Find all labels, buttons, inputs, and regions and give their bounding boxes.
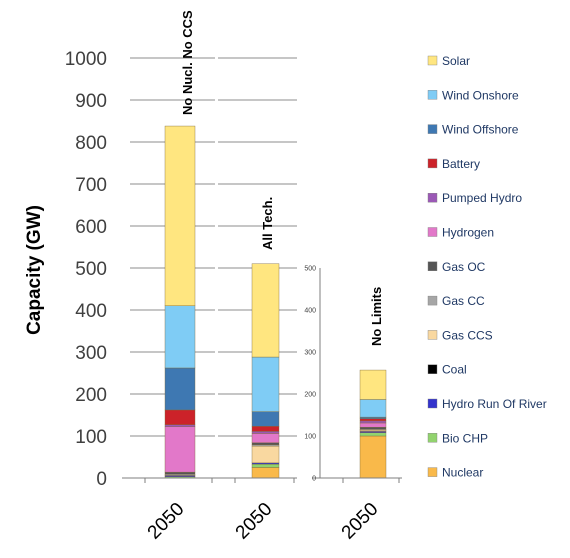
legend-swatch — [427, 192, 438, 203]
y-tick-label: 200 — [304, 392, 316, 399]
legend-label: Battery — [442, 157, 480, 171]
legend-swatch — [427, 433, 438, 443]
y-tick-label: 400 — [304, 308, 316, 315]
legend-label: Wind Offshore — [442, 123, 519, 137]
x-category-label: 2050 — [232, 499, 277, 544]
y-tick-label: 100 — [75, 427, 107, 448]
y-tick-label: 300 — [304, 350, 316, 357]
y-tick-label: 400 — [75, 301, 107, 322]
y-tick-label: 800 — [75, 133, 107, 154]
legend-label: Gas OC — [442, 260, 486, 274]
legend-swatch — [427, 227, 438, 237]
bar-segment-hydrogen — [359, 422, 387, 428]
bar-segment-pumped-hydro — [164, 424, 196, 427]
bar-segment-battery — [359, 418, 387, 422]
bar-segment-wind-onshore — [164, 305, 196, 369]
legend-swatch — [427, 330, 438, 340]
y-tick-label: 0 — [96, 469, 107, 490]
legend-label: Hydrogen — [442, 226, 494, 240]
y-tick-label: 0 — [312, 476, 316, 483]
legend-label: Wind Onshore — [442, 88, 519, 102]
y-tick-label: 100 — [304, 434, 316, 441]
legend-label: Hydro Run Of River — [442, 397, 547, 411]
y-tick-label: 700 — [75, 175, 107, 196]
bar-segment-battery — [251, 426, 280, 432]
y-tick-label: 1000 — [65, 49, 107, 70]
bar-segment-battery — [164, 409, 196, 425]
scenario-label: No Nucl. No CCS — [180, 10, 195, 115]
legend-label: Pumped Hydro — [442, 191, 522, 205]
bar-segment-wind-offshore — [251, 411, 280, 427]
bar-segment-gas-oc — [251, 442, 280, 446]
y-tick-label: 300 — [75, 343, 107, 364]
y-axis-title: Capacity (GW) — [24, 205, 45, 335]
legend-swatch — [427, 295, 438, 306]
legend: Solar Wind Onshore Wind Offshore Battery Pum… — [427, 54, 547, 480]
bar-segment-wind-offshore — [164, 367, 196, 411]
bar-segment-bio-chp — [359, 432, 387, 437]
bar-segment-bio-chp — [251, 463, 280, 468]
bar-segment-gas-ccs — [251, 445, 280, 464]
legend-swatch — [427, 158, 438, 169]
y-tick-label: 200 — [75, 385, 107, 406]
legend-swatch — [427, 364, 438, 374]
bar-segment-wind-onshore — [359, 399, 387, 418]
legend-label: Nuclear — [442, 466, 483, 480]
y-tick-label: 900 — [75, 91, 107, 112]
bar-segment-pumped-hydro — [251, 431, 280, 434]
legend-swatch — [427, 55, 438, 66]
bar-segment-solar — [164, 125, 196, 306]
scenario-label: No Limits — [369, 287, 384, 346]
legend-label: Gas CCS — [442, 328, 493, 342]
legend-swatch — [427, 398, 438, 409]
legend-label: Bio CHP — [442, 431, 488, 445]
x-category-label: 2050 — [338, 499, 383, 544]
bar-segment-hydrogen — [251, 433, 280, 443]
y-tick-label: 600 — [75, 217, 107, 238]
bar-segment-gas-oc — [359, 426, 387, 430]
legend-label: Coal — [442, 363, 467, 377]
legend-label: Gas CC — [442, 294, 485, 308]
bar-segment-solar — [251, 263, 280, 358]
bar-segment-solar — [359, 369, 387, 400]
x-category-label: 2050 — [144, 499, 189, 544]
bar-segment-wind-onshore — [251, 356, 280, 412]
bars — [164, 125, 387, 479]
axes — [122, 268, 402, 483]
bar-segment-gas-oc — [164, 471, 196, 475]
y-tick-label: 500 — [304, 266, 316, 273]
legend-swatch — [427, 90, 438, 100]
bar-segment-nuclear — [359, 435, 387, 479]
bar-segment-pumped-hydro — [359, 420, 387, 424]
scenario-label: All Tech. — [260, 197, 275, 250]
legend-swatch — [427, 124, 438, 134]
bar-segment-nuclear — [251, 467, 280, 479]
legend-swatch — [427, 467, 438, 477]
bar-segment-hydrogen — [164, 426, 196, 473]
legend-label: Solar — [442, 54, 470, 68]
legend-swatch — [427, 261, 438, 271]
bar-segment-wind-offshore — [359, 416, 387, 419]
y-tick-label: 500 — [75, 259, 107, 280]
